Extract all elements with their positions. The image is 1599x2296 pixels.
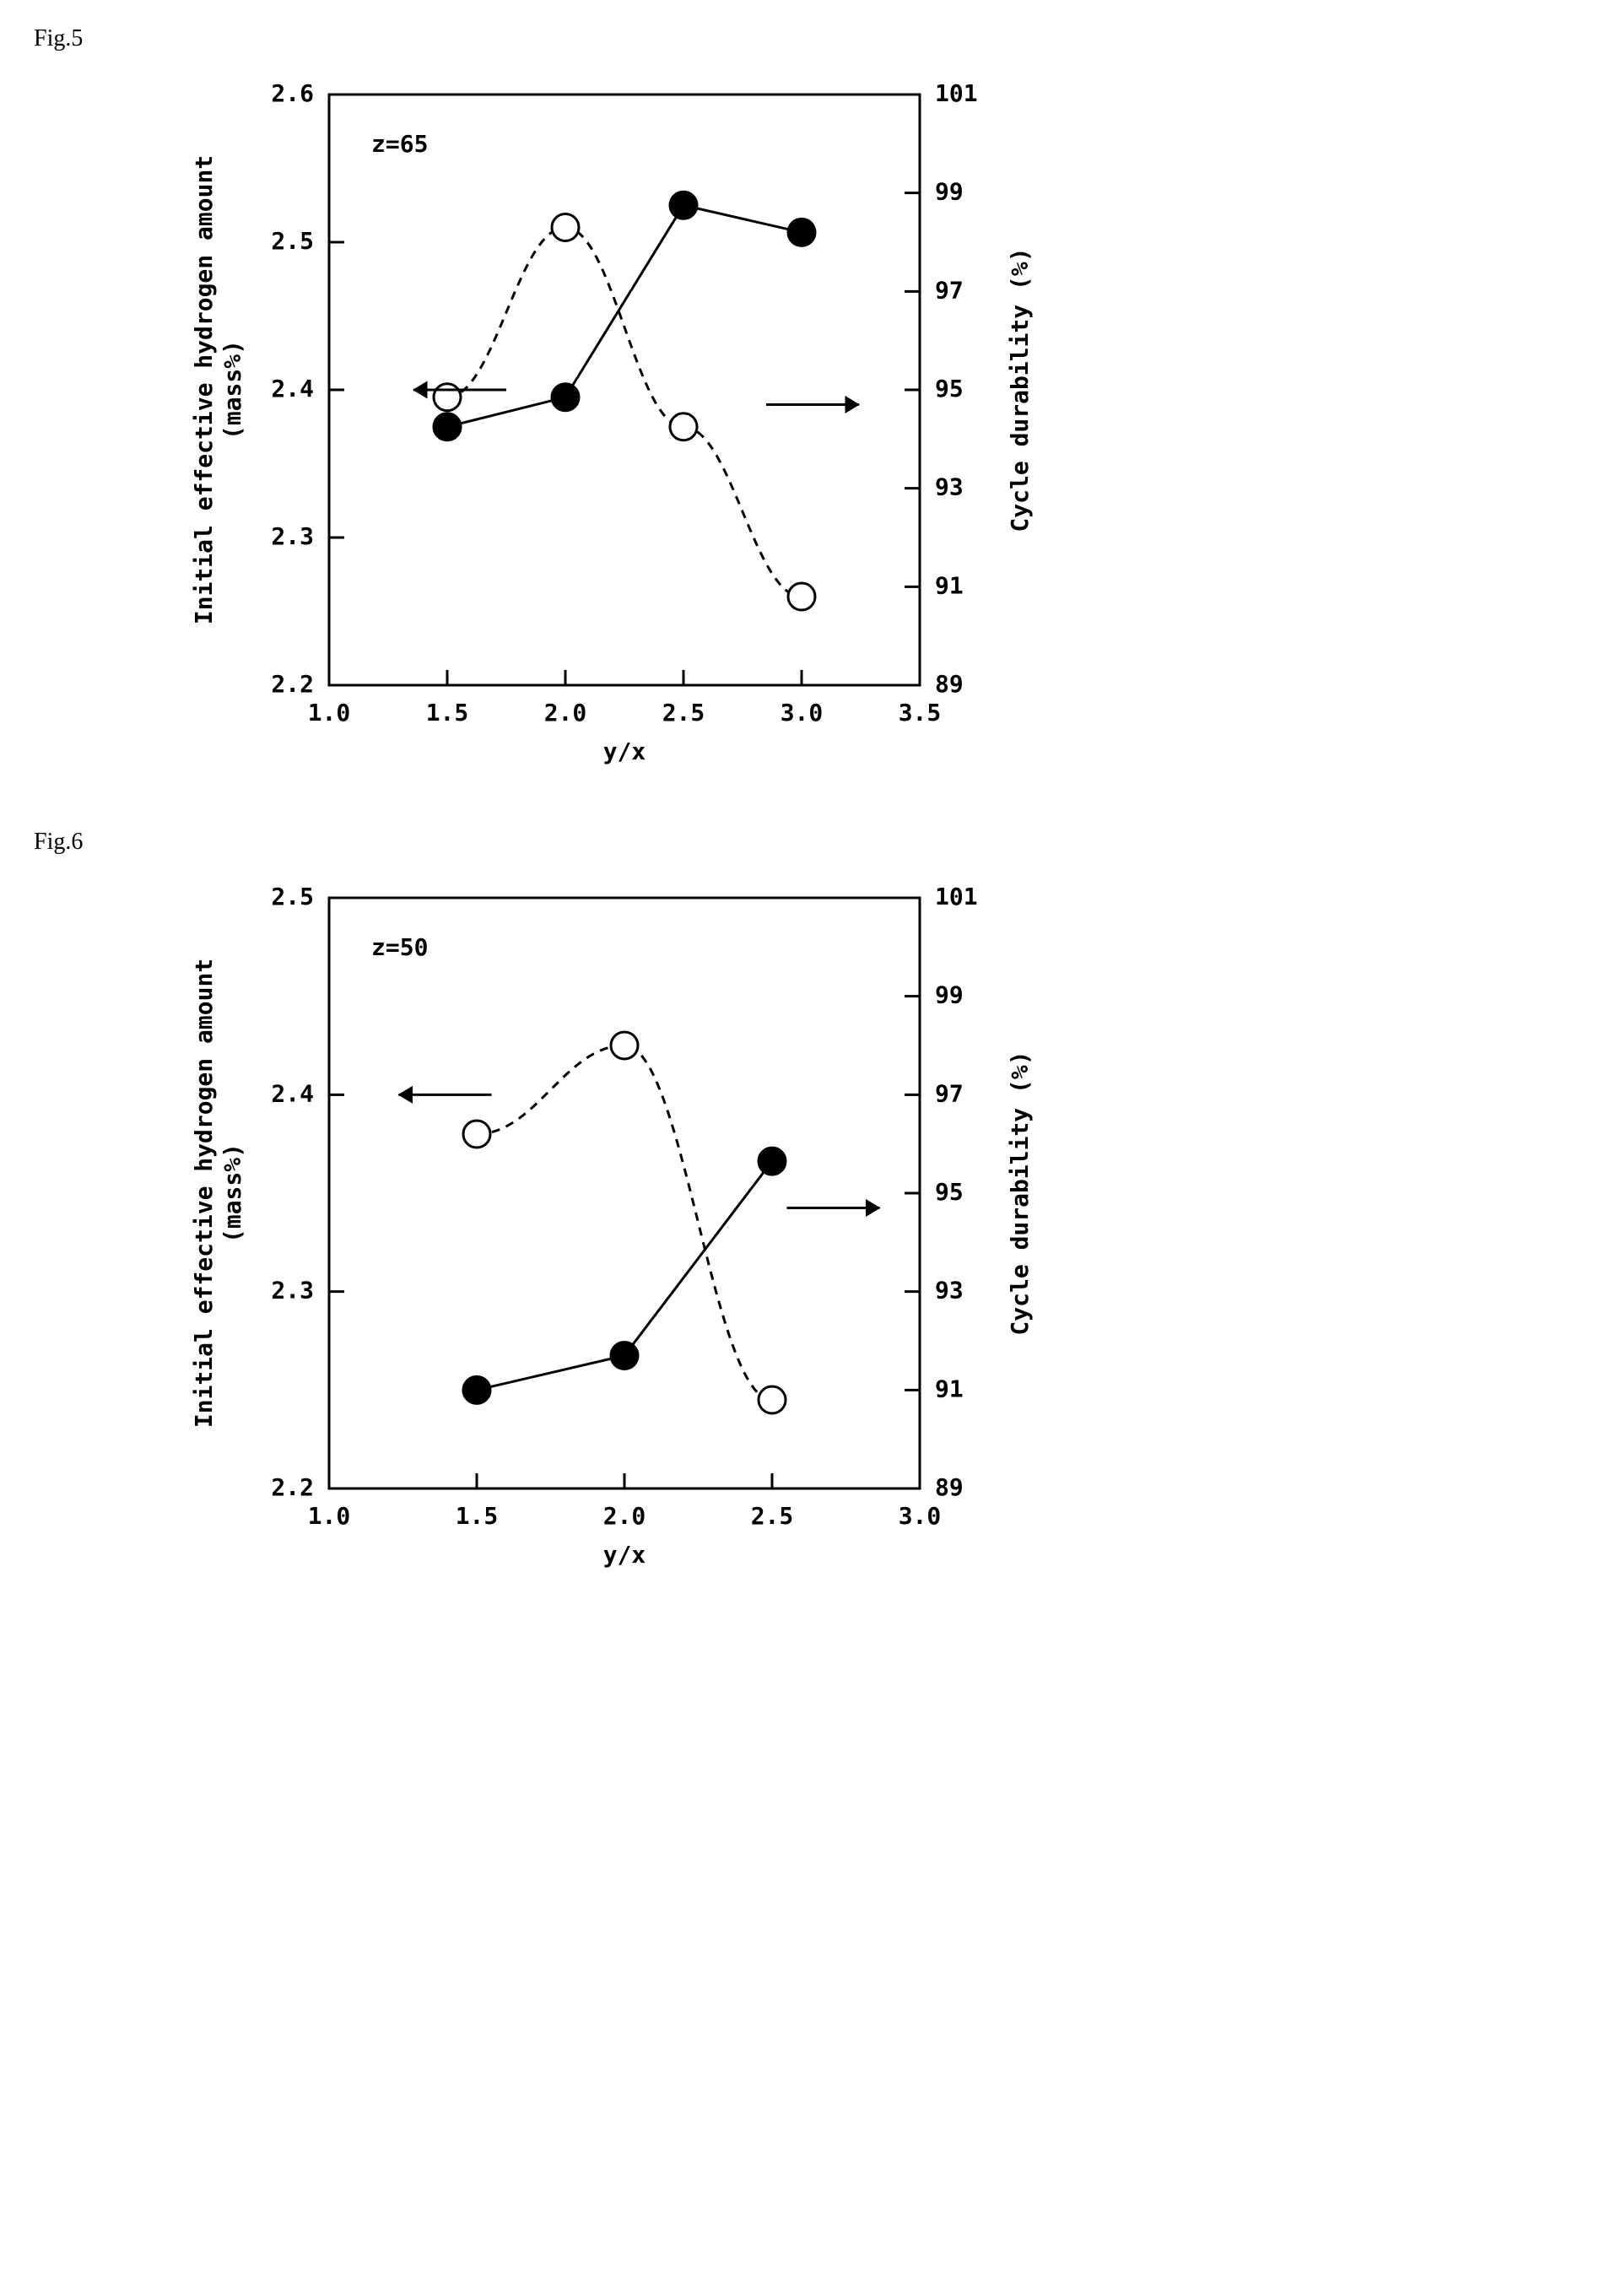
svg-text:1.5: 1.5 bbox=[426, 699, 469, 727]
fig5-caption: Fig.5 bbox=[34, 25, 1574, 52]
svg-text:Cycle durability (%): Cycle durability (%) bbox=[1006, 247, 1034, 532]
svg-text:93: 93 bbox=[935, 473, 964, 501]
figure-5: Fig.5 1.0 1.5 2.0 2.5 3.0 3.5 2.2 2.3 2.4 2.5 2.6 8… bbox=[25, 25, 1574, 786]
svg-text:2.6: 2.6 bbox=[271, 79, 314, 107]
svg-text:97: 97 bbox=[935, 1079, 964, 1107]
svg-text:95: 95 bbox=[935, 1178, 964, 1206]
fig5-chart: 1.0 1.5 2.0 2.5 3.0 3.5 2.2 2.3 2.4 2.5 2.6 89 91 93 9… bbox=[127, 61, 1574, 786]
fig5-svg: 1.0 1.5 2.0 2.5 3.0 3.5 2.2 2.3 2.4 2.5 2.6 89 91 93 9… bbox=[127, 61, 1072, 786]
svg-text:97: 97 bbox=[935, 276, 964, 304]
svg-text:Cycle durability (%): Cycle durability (%) bbox=[1006, 1051, 1034, 1335]
svg-text:2.5: 2.5 bbox=[751, 1502, 794, 1530]
svg-text:3.0: 3.0 bbox=[899, 1502, 942, 1530]
svg-text:1.5: 1.5 bbox=[456, 1502, 499, 1530]
figure-6: Fig.6 1.0 1.5 2.0 2.5 3.0 2.2 2.3 2.4 2.5 89 91 93 9… bbox=[25, 829, 1574, 1590]
svg-text:2.5: 2.5 bbox=[271, 883, 314, 910]
svg-text:2.0: 2.0 bbox=[603, 1502, 646, 1530]
svg-text:2.5: 2.5 bbox=[271, 227, 314, 255]
svg-text:2.4: 2.4 bbox=[271, 1079, 314, 1107]
svg-text:y/x: y/x bbox=[603, 1541, 646, 1569]
svg-text:93: 93 bbox=[935, 1277, 964, 1305]
svg-text:95: 95 bbox=[935, 375, 964, 402]
svg-text:y/x: y/x bbox=[603, 737, 646, 765]
svg-text:2.5: 2.5 bbox=[662, 699, 705, 727]
svg-text:89: 89 bbox=[935, 670, 964, 698]
svg-text:3.0: 3.0 bbox=[781, 699, 824, 727]
svg-text:Initial effective hydrogen amo: Initial effective hydrogen amount bbox=[190, 959, 218, 1428]
svg-text:Initial effective hydrogen amo: Initial effective hydrogen amount bbox=[190, 155, 218, 624]
svg-text:2.0: 2.0 bbox=[544, 699, 587, 727]
svg-text:1.0: 1.0 bbox=[308, 699, 351, 727]
svg-text:99: 99 bbox=[935, 178, 964, 206]
svg-text:1.0: 1.0 bbox=[308, 1502, 351, 1530]
svg-text:89: 89 bbox=[935, 1473, 964, 1501]
svg-text:101: 101 bbox=[935, 883, 978, 910]
svg-text:(mass%): (mass%) bbox=[219, 1143, 246, 1243]
svg-text:2.4: 2.4 bbox=[271, 375, 314, 402]
svg-text:101: 101 bbox=[935, 79, 978, 107]
svg-text:2.3: 2.3 bbox=[271, 522, 314, 550]
svg-text:2.2: 2.2 bbox=[271, 670, 314, 698]
svg-text:3.5: 3.5 bbox=[899, 699, 942, 727]
fig6-svg: 1.0 1.5 2.0 2.5 3.0 2.2 2.3 2.4 2.5 89 91 93 95 97 99 1… bbox=[127, 864, 1072, 1590]
svg-text:91: 91 bbox=[935, 571, 964, 599]
svg-text:z=65: z=65 bbox=[371, 130, 428, 158]
svg-text:(mass%): (mass%) bbox=[219, 340, 246, 440]
svg-text:2.2: 2.2 bbox=[271, 1473, 314, 1501]
fig6-caption: Fig.6 bbox=[34, 829, 1574, 856]
svg-text:2.3: 2.3 bbox=[271, 1277, 314, 1305]
svg-text:z=50: z=50 bbox=[371, 933, 428, 961]
svg-text:99: 99 bbox=[935, 981, 964, 1009]
svg-text:91: 91 bbox=[935, 1375, 964, 1402]
fig6-chart: 1.0 1.5 2.0 2.5 3.0 2.2 2.3 2.4 2.5 89 91 93 95 97 99 1… bbox=[127, 864, 1574, 1590]
